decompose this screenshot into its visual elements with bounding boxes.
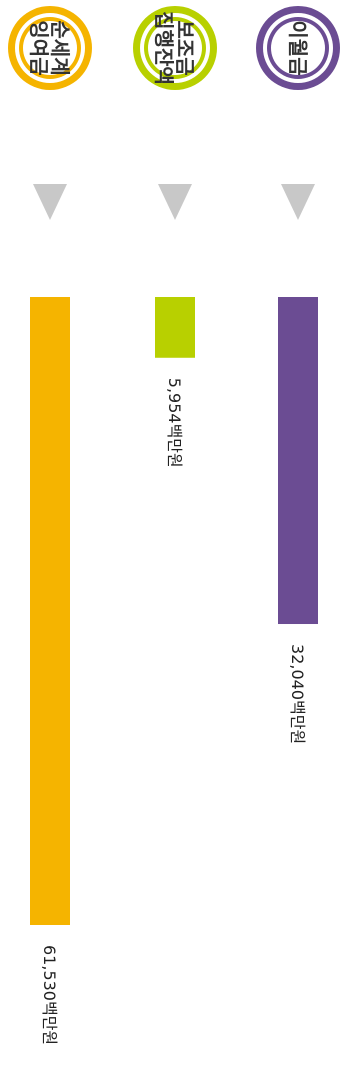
badge-inner-disc	[23, 21, 77, 75]
bar	[30, 297, 70, 925]
value-label: 5,954백만원	[165, 378, 184, 468]
category-label: 보조금집행잔액	[152, 11, 197, 85]
category-label: 순세계잉여금	[27, 20, 72, 75]
category-badge: 보조금집행잔액	[133, 6, 217, 90]
badge-inner-disc	[148, 21, 202, 75]
value-label: 32,040백만원	[288, 644, 307, 744]
category-badge: 순세계잉여금	[8, 6, 92, 90]
bar	[155, 297, 195, 358]
bar	[278, 297, 318, 625]
category-label: 이월금	[286, 20, 310, 75]
arrow-marker	[33, 184, 67, 220]
arrow-marker	[281, 184, 315, 220]
badge-inner-disc	[271, 21, 325, 75]
category-badge: 이월금	[256, 6, 340, 90]
value-label: 61,530백만원	[40, 945, 59, 1045]
arrow-marker	[158, 184, 192, 220]
